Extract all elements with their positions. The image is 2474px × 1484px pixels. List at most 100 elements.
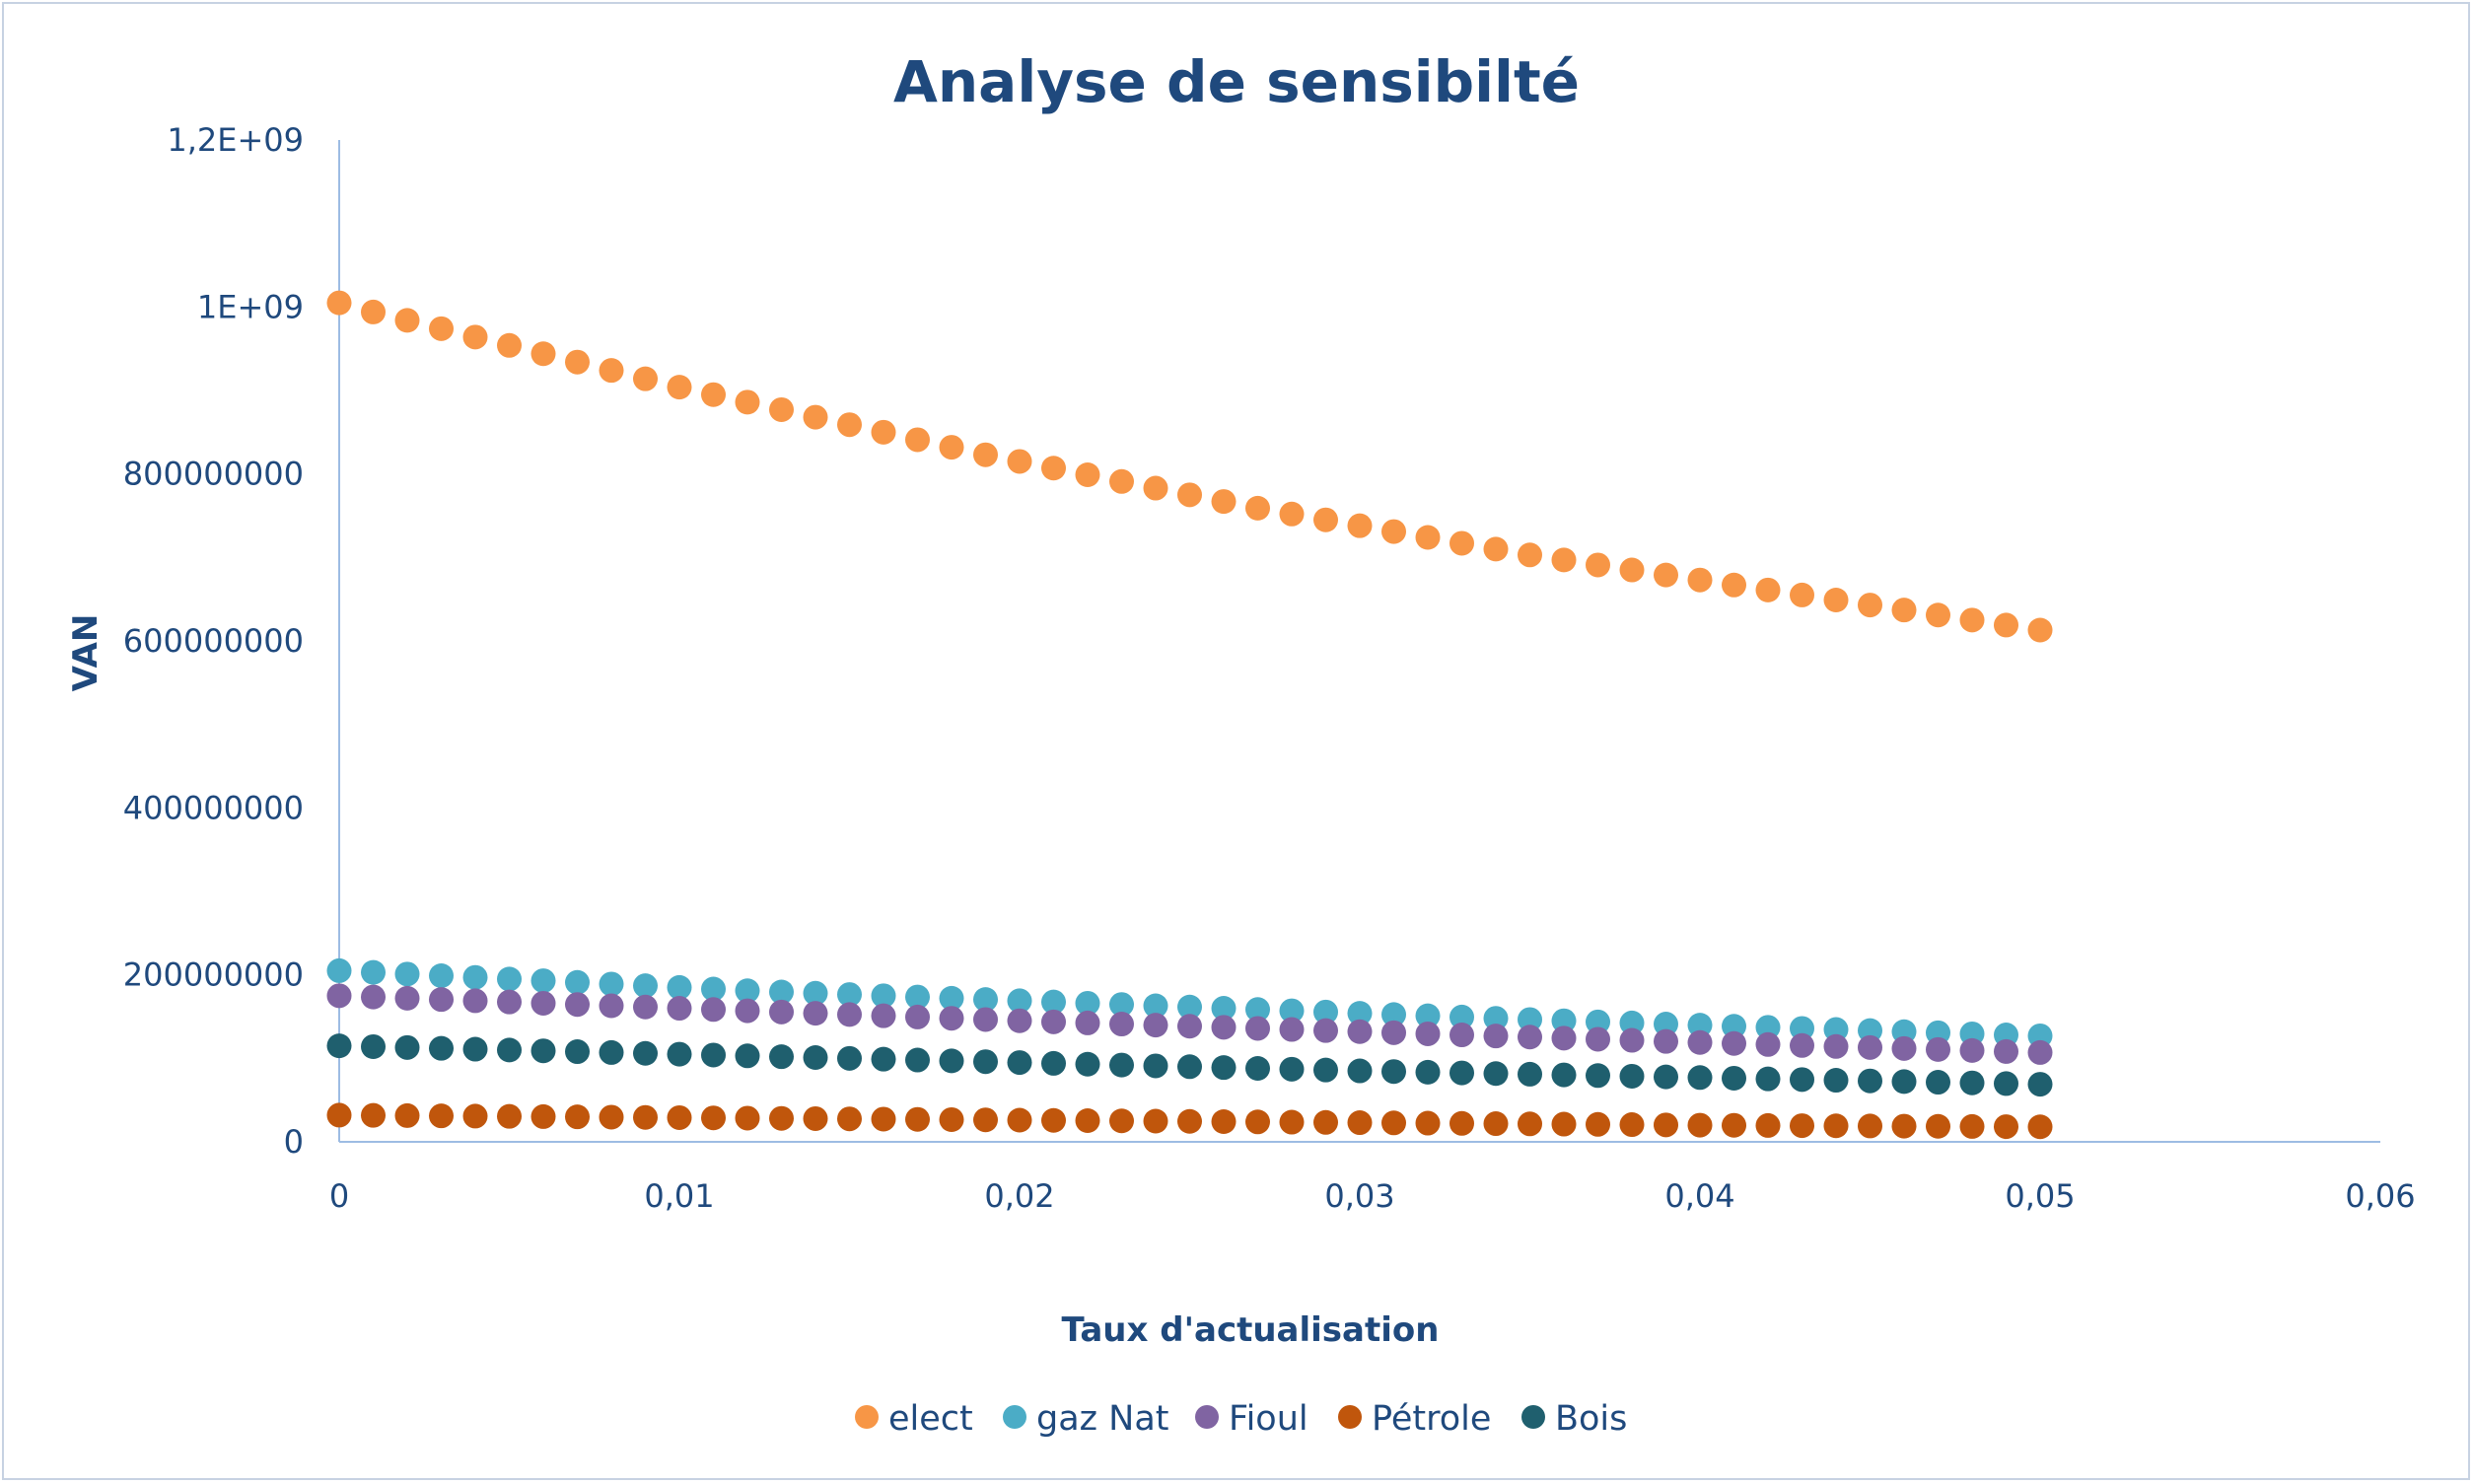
legend-marker [1003,1405,1026,1429]
data-point [1313,1109,1338,1135]
data-point [871,1046,896,1072]
data-point [803,1044,828,1070]
series-fioul [326,983,2053,1065]
data-point [1313,999,1338,1025]
data-point [939,985,964,1011]
data-point [973,442,998,467]
data-point [1551,1025,1577,1051]
data-point [462,324,488,350]
data-point [1959,1113,1985,1139]
data-point [2027,1039,2053,1065]
x-tick-label: 0,01 [644,1177,714,1215]
data-point [1687,1029,1713,1055]
x-tick-label: 0,05 [2005,1177,2075,1215]
legend-item: Pétrole [1338,1399,1491,1439]
data-point [394,961,420,987]
data-point [1755,1066,1781,1092]
series-p-trole [326,1102,2053,1140]
data-point [1959,1070,1985,1095]
data-point [939,1048,964,1074]
x-tick-label: 0,04 [1664,1177,1734,1215]
data-point [1858,1113,1882,1139]
data-point [1654,1064,1678,1090]
x-axis-title: Taux d'actualisation [1062,1310,1440,1350]
data-point [1858,593,1882,618]
data-point [497,332,522,358]
data-point [1654,562,1678,588]
data-point [1143,475,1168,501]
data-point [1687,1112,1713,1138]
data-point [1007,988,1032,1014]
data-point [667,375,692,400]
data-point [1279,1109,1305,1135]
data-point [769,999,794,1025]
data-point [905,984,930,1010]
data-point [1891,1113,1917,1139]
data-point [1994,1114,2018,1140]
data-point [1245,1055,1270,1081]
data-point [837,412,862,438]
data-point [1279,1056,1305,1082]
data-point [1483,1061,1509,1087]
data-point [1722,572,1746,598]
data-point [1245,1016,1270,1041]
data-point [803,980,828,1006]
data-point [1313,507,1338,532]
data-point [1755,1015,1781,1040]
data-point [599,358,624,384]
data-point [1313,1057,1338,1083]
data-point [429,963,454,989]
data-point [1926,1036,1950,1062]
data-point [2027,1114,2053,1140]
data-point [1347,1058,1373,1084]
y-tick-labels: 0 200000000 400000000 600000000 800000000 1E+… [123,121,304,1161]
data-point [667,1104,692,1130]
legend-item: Bois [1521,1399,1627,1439]
data-point [2027,1072,2053,1097]
data-point [599,1039,624,1065]
series-bois [326,1033,2053,1097]
series-gaz-nat [326,957,2053,1048]
data-point [1211,1015,1237,1040]
data-point [1313,1018,1338,1043]
data-point [1347,1110,1373,1136]
data-point [939,1106,964,1132]
data-point [429,1103,454,1129]
legend-marker [855,1405,879,1429]
legend-item: gaz Nat [1003,1399,1169,1439]
data-point [633,994,658,1020]
data-point [326,957,352,983]
data-point [633,973,658,999]
data-point [1041,456,1066,481]
data-point [769,1044,794,1070]
data-point [769,979,794,1005]
data-point [1007,1008,1032,1033]
data-point [803,1105,828,1131]
data-point [1381,1059,1406,1085]
data-point [1177,482,1202,508]
data-point [497,989,522,1015]
data-point [1518,1061,1542,1087]
data-point [1722,1030,1746,1056]
data-point [1415,1110,1441,1136]
data-point [1891,598,1917,623]
data-point [599,971,624,997]
data-point [735,1105,760,1131]
x-tick-label: 0,06 [2345,1177,2415,1215]
y-tick-label: 1,2E+09 [167,121,304,159]
data-point [497,1103,522,1129]
data-point [1483,1024,1509,1049]
data-point [939,435,964,460]
data-point [1586,1063,1610,1089]
data-point [361,959,386,985]
data-point [361,984,386,1010]
y-tick-label: 0 [284,1123,304,1161]
x-tick-labels: 0 0,01 0,02 0,03 0,04 0,05 0,06 [329,1177,2416,1215]
data-point [394,308,420,333]
data-point [701,1105,726,1131]
data-point [1177,1108,1202,1134]
data-point [1347,513,1373,538]
data-point [1415,1059,1441,1085]
data-point [1755,1031,1781,1057]
